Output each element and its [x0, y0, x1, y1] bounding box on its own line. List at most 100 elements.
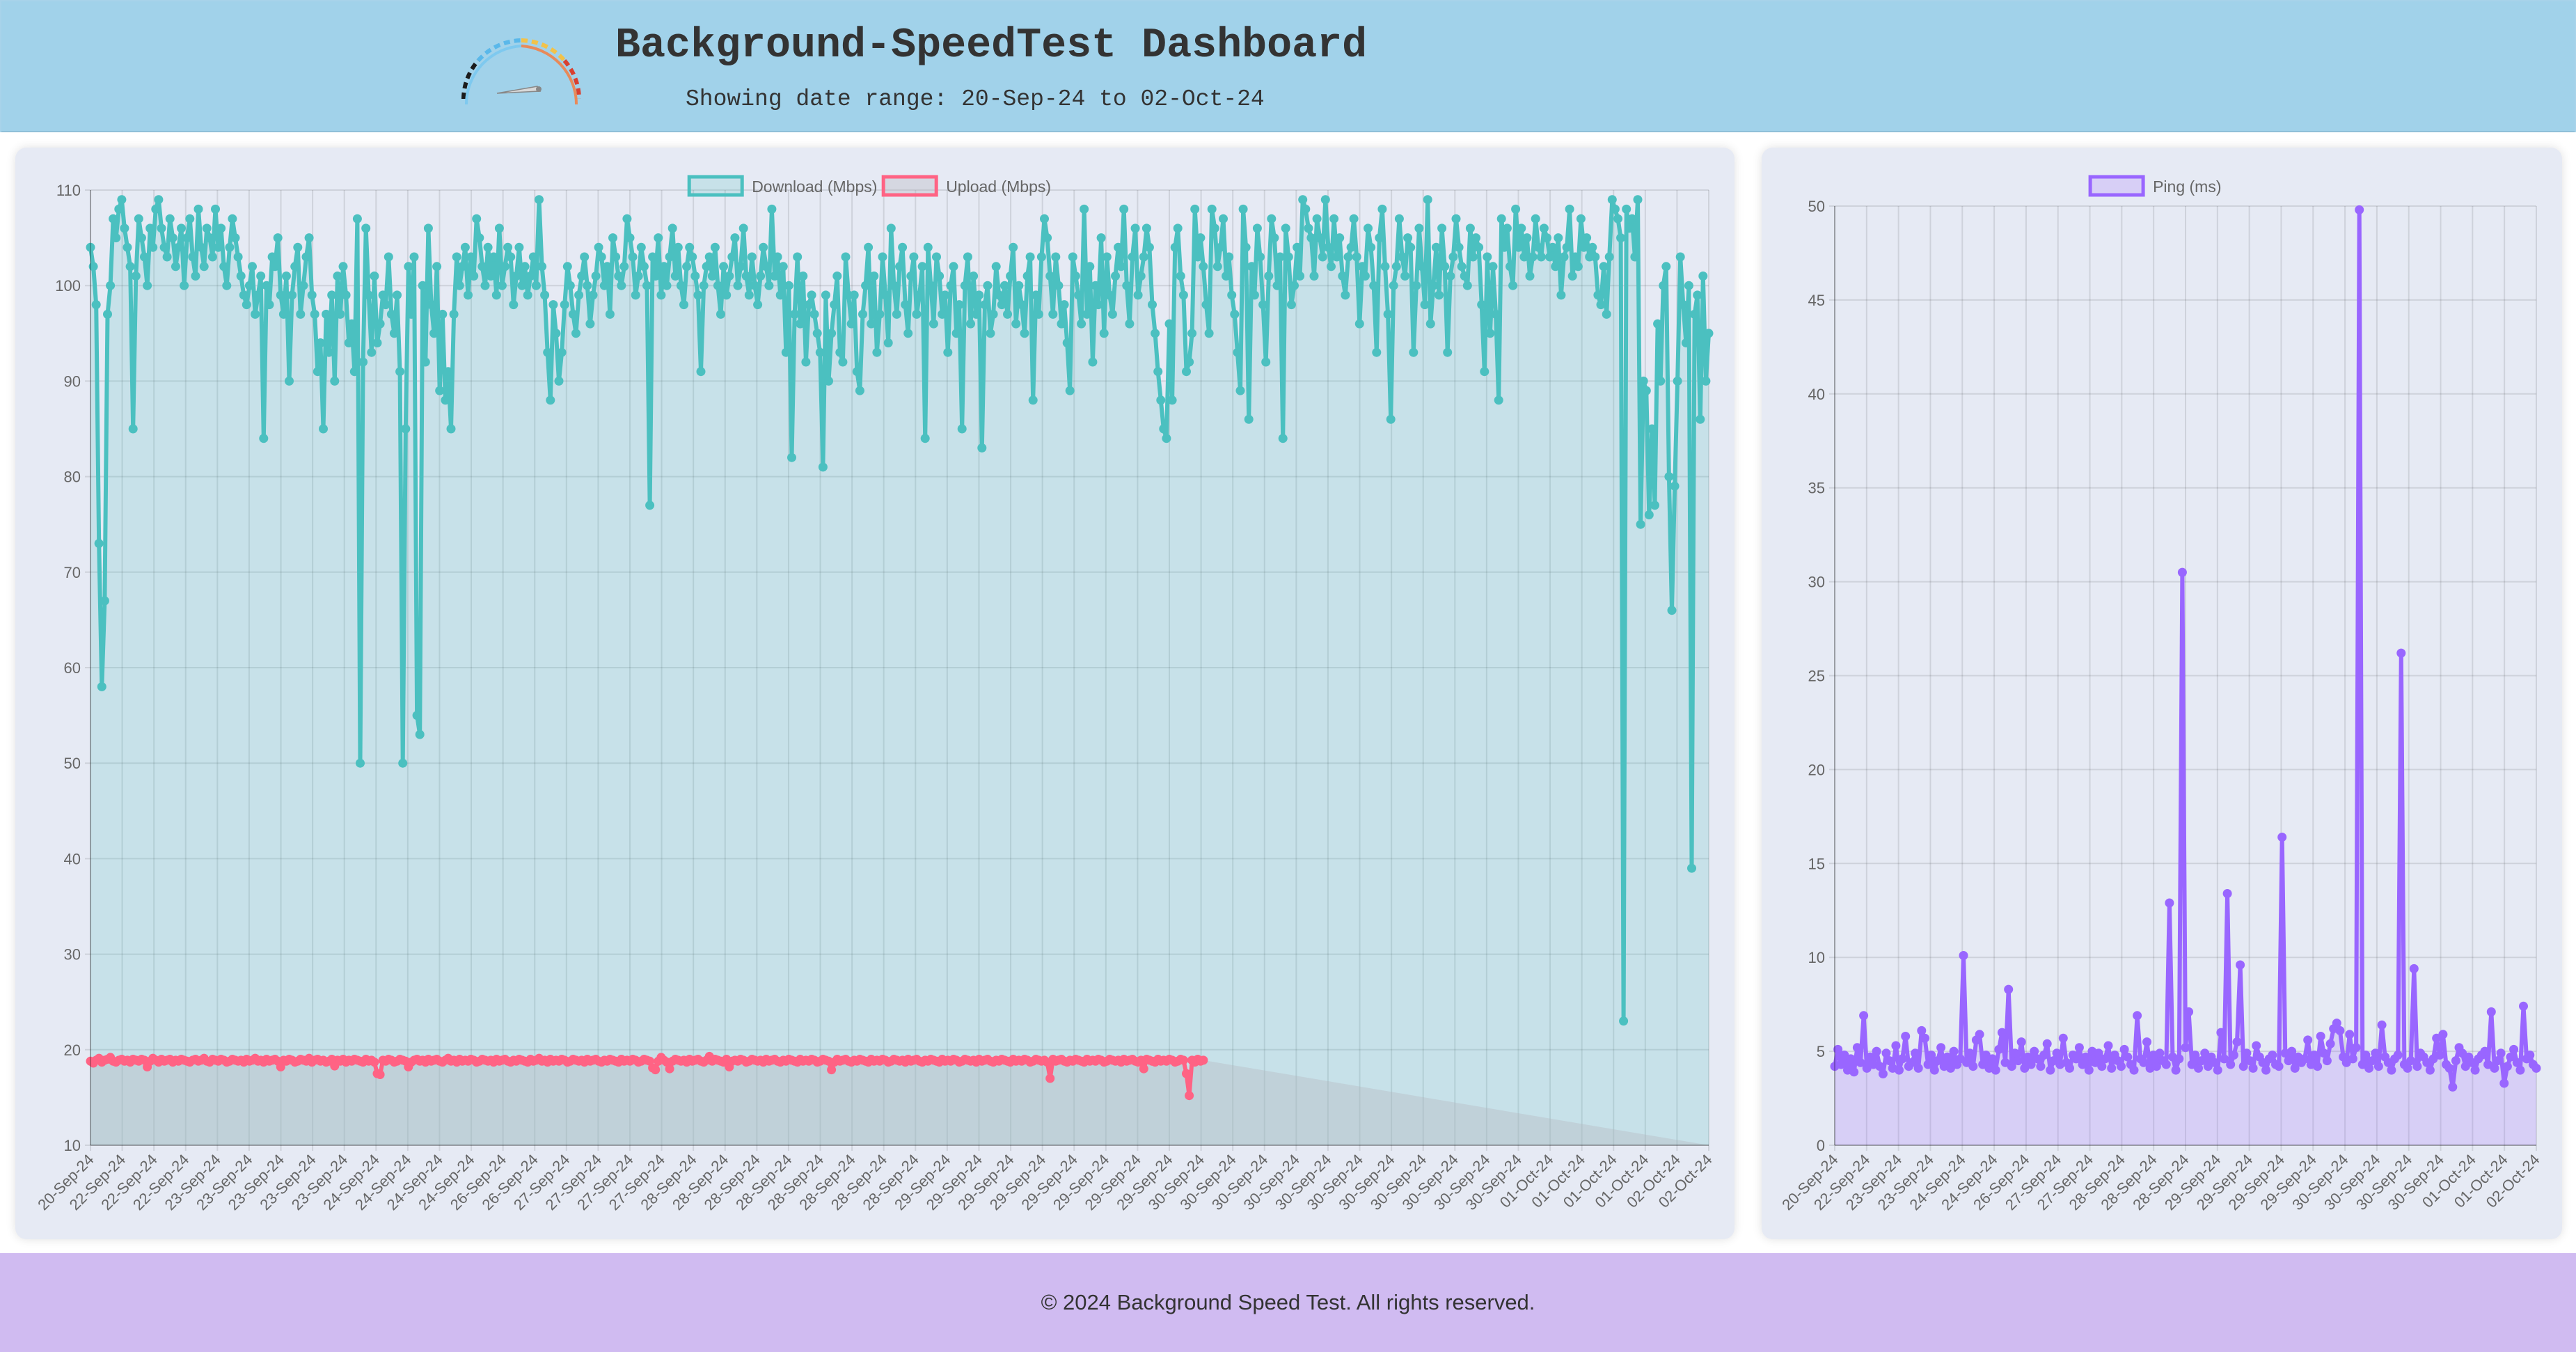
y-tick-label: 60 [64, 659, 81, 677]
data-point [557, 347, 567, 357]
data-point [1519, 252, 1529, 262]
data-point [1431, 242, 1441, 252]
chart-legend: Ping (ms) [2088, 175, 2222, 197]
data-point [827, 329, 837, 338]
data-point [193, 204, 203, 214]
data-point [2396, 648, 2406, 658]
y-tick-label: 30 [1808, 574, 1825, 591]
data-point [1074, 290, 1083, 300]
y-tick-label: 5 [1817, 1043, 1825, 1060]
data-point [1301, 204, 1311, 214]
data-point [818, 462, 828, 472]
data-point [1636, 519, 1645, 529]
data-point [1440, 262, 1450, 272]
data-point [1062, 338, 1072, 347]
data-point [2451, 1056, 2460, 1066]
data-point [1582, 233, 1592, 243]
y-tick-label: 20 [64, 1041, 81, 1059]
data-point [1678, 300, 1688, 310]
data-point [1562, 242, 1572, 252]
data-point [409, 252, 419, 262]
data-point [2065, 1063, 2074, 1073]
data-point [2097, 1062, 2107, 1071]
data-point [858, 309, 867, 319]
data-point [1859, 1011, 1869, 1021]
data-point [1020, 329, 1029, 338]
data-point [2322, 1056, 2332, 1066]
data-point [583, 281, 592, 290]
data-point [205, 233, 214, 243]
data-point [2515, 1065, 2525, 1075]
data-point [1153, 367, 1163, 377]
data-point [2252, 1041, 2261, 1051]
data-point [1567, 272, 1577, 281]
data-point [912, 309, 922, 319]
data-point [1281, 223, 1290, 233]
data-point [1836, 1060, 1846, 1069]
data-point [1536, 252, 1546, 262]
data-point [1295, 272, 1305, 281]
data-point [1224, 252, 1234, 262]
data-point [673, 242, 683, 252]
data-point [625, 233, 635, 243]
data-point [1017, 300, 1027, 310]
data-point [878, 252, 887, 262]
data-point [614, 272, 624, 281]
data-point [1659, 281, 1668, 290]
data-point [1068, 252, 1077, 262]
data-point [1604, 252, 1614, 262]
data-point [943, 347, 953, 357]
data-point [1551, 262, 1560, 272]
data-point [1693, 290, 1702, 300]
data-point [892, 309, 901, 319]
y-tick-label: 40 [64, 850, 81, 867]
data-point [1261, 357, 1271, 367]
data-point [2016, 1037, 2026, 1047]
data-point [358, 357, 368, 367]
data-point [418, 281, 427, 290]
data-point [974, 290, 984, 300]
data-point [364, 290, 374, 300]
data-point [983, 281, 993, 290]
data-point [1028, 395, 1038, 405]
data-point [1656, 376, 1666, 386]
data-point [356, 758, 365, 768]
y-tick-label: 10 [64, 1137, 81, 1154]
data-point [455, 281, 464, 290]
data-point [1119, 204, 1129, 214]
data-point [1573, 262, 1583, 272]
data-point [1417, 262, 1427, 272]
data-point [378, 290, 388, 300]
data-point [1091, 281, 1100, 290]
data-point [929, 319, 938, 329]
data-point [2387, 1065, 2396, 1075]
data-point [699, 281, 709, 290]
data-point [293, 242, 303, 252]
data-point [1997, 1028, 2007, 1037]
data-point [2071, 1054, 2081, 1064]
data-point [1394, 214, 1404, 223]
data-point [2409, 964, 2419, 973]
data-point [1667, 606, 1677, 615]
data-point [1929, 1065, 1939, 1075]
data-point [173, 242, 183, 252]
data-point [883, 338, 893, 347]
data-point [177, 223, 186, 233]
data-point [1548, 242, 1558, 252]
data-point [656, 290, 666, 300]
data-point [1349, 214, 1359, 223]
data-point [619, 262, 629, 272]
data-point [540, 290, 550, 300]
data-point [574, 290, 584, 300]
data-point [725, 272, 734, 281]
data-point [2290, 1063, 2300, 1073]
data-point [2448, 1082, 2458, 1092]
data-point [248, 262, 257, 272]
data-point [747, 252, 757, 262]
data-point [1400, 272, 1410, 281]
data-point [253, 290, 263, 300]
data-point [1468, 252, 1478, 262]
data-point [1162, 434, 1171, 443]
data-point [1596, 300, 1606, 310]
data-point [1304, 223, 1313, 233]
